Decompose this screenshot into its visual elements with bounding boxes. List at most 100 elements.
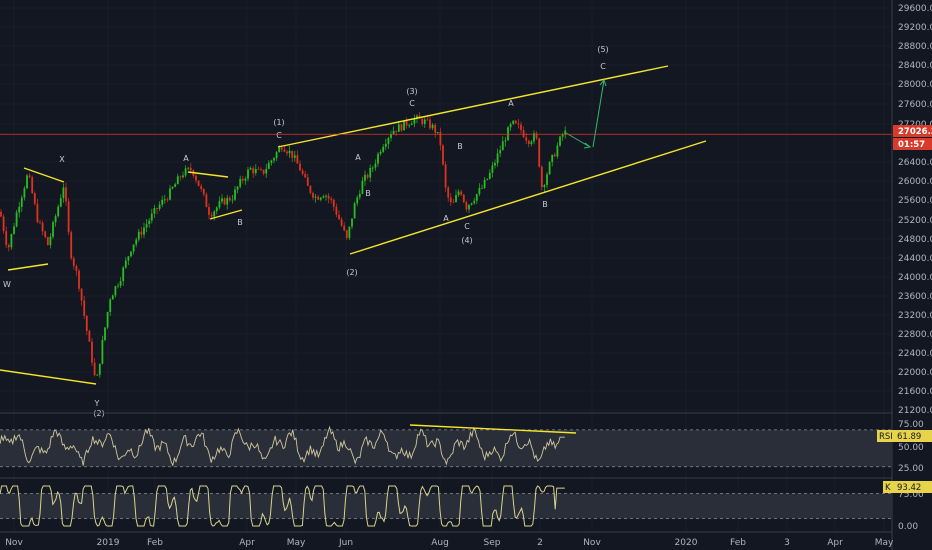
- candle-body: [488, 172, 491, 179]
- candle-body: [239, 178, 242, 187]
- candle-body: [366, 174, 369, 178]
- candle-body: [93, 362, 96, 376]
- rsi-line: [0, 425, 565, 467]
- candle-body: [434, 124, 437, 133]
- candle-body: [137, 231, 140, 240]
- candle-body: [431, 124, 434, 129]
- candle-body: [20, 197, 23, 207]
- candle-body: [215, 207, 218, 212]
- rsi-levels: [0, 429, 892, 468]
- time-tick-label: Jun: [338, 538, 353, 548]
- candle-body: [429, 119, 431, 129]
- candle-body: [169, 188, 171, 200]
- rsi-value: 61.89: [897, 432, 921, 442]
- rsi-divergence-line[interactable]: [409, 424, 577, 434]
- candle-body: [364, 174, 366, 181]
- candle-body: [486, 178, 489, 180]
- candle-body: [332, 199, 335, 207]
- candle-body: [182, 175, 184, 178]
- indicator-tick-label: 75.00: [898, 490, 924, 500]
- candle-body: [416, 115, 418, 119]
- candle-body: [559, 136, 561, 146]
- candle-body: [280, 147, 283, 150]
- w-top-line[interactable]: [23, 167, 65, 183]
- price-tick-label: 26400.0: [898, 158, 932, 168]
- candle-body: [130, 251, 132, 257]
- wave-label: W: [3, 280, 11, 289]
- candle-body: [65, 187, 67, 202]
- projection-up-arrow[interactable]: [592, 79, 605, 148]
- candle-body: [452, 201, 455, 203]
- candle-body: [551, 154, 554, 163]
- time-tick-label: 2020: [675, 538, 698, 548]
- price-axis[interactable]: 29600.0 29200.0 28800.0 28400.0 28000.0 27600…: [898, 4, 932, 532]
- countdown-badge: 01:57: [893, 138, 932, 150]
- candle-body: [561, 134, 564, 137]
- candle-body: [291, 150, 294, 158]
- candle-body: [122, 267, 125, 282]
- indicator-tick-label: 50.00: [898, 443, 924, 453]
- candle-body: [85, 315, 88, 331]
- candle-body: [288, 150, 291, 154]
- candle-body: [241, 178, 244, 181]
- last-price-badge: 27026.3: [893, 125, 932, 137]
- wave-label: A: [183, 154, 189, 163]
- candle-body: [465, 202, 468, 210]
- time-tick-label: 2: [537, 538, 543, 548]
- candle-body: [275, 152, 278, 159]
- stoch-pane[interactable]: [0, 485, 892, 527]
- candle-body: [247, 169, 249, 179]
- indicator-tick-label: 0.00: [898, 522, 918, 532]
- candle-body: [501, 141, 504, 151]
- rsi-pane[interactable]: [0, 424, 892, 468]
- candle-body: [2, 216, 5, 232]
- wave-label: A: [508, 99, 514, 108]
- candle-body: [148, 220, 151, 225]
- stoch-value: 93.42: [897, 483, 921, 493]
- candle-body: [7, 244, 10, 248]
- trendlines[interactable]: [0, 65, 707, 385]
- candle-body: [512, 120, 515, 124]
- wave-label: A: [443, 214, 449, 223]
- time-tick-label: Nov: [5, 538, 23, 548]
- candle-body: [317, 196, 320, 200]
- channel-upper-line[interactable]: [277, 65, 669, 148]
- ab-bottom-line[interactable]: [209, 209, 243, 220]
- indicator-tick-label: 25.00: [898, 464, 924, 474]
- candle-body: [314, 196, 317, 198]
- wave-label: C: [276, 131, 282, 140]
- candle-body: [23, 188, 26, 198]
- candle-body: [564, 130, 567, 135]
- price-tick-label: 27600.0: [898, 100, 932, 110]
- lower-wedge-line[interactable]: [0, 369, 97, 385]
- projection-down-arrow[interactable]: [565, 132, 591, 148]
- ab-top-line[interactable]: [187, 171, 229, 178]
- candle-body: [286, 151, 288, 154]
- candle-body: [200, 186, 203, 190]
- candle-body: [540, 166, 543, 188]
- candle-body: [36, 203, 39, 223]
- rsi-band: [0, 429, 892, 467]
- candle-body: [106, 311, 109, 328]
- candle-body: [283, 149, 286, 152]
- arrowhead: [599, 78, 607, 87]
- candle-body: [156, 208, 158, 209]
- candle-body: [496, 153, 499, 163]
- candle-body: [499, 150, 502, 154]
- candle-body: [267, 162, 270, 169]
- time-axis[interactable]: Nov 2019 Feb Apr May Jun Aug Sep 2 Nov 2020 Feb 3 Apr…: [5, 538, 894, 548]
- candle-body: [135, 239, 138, 245]
- w-base-line[interactable]: [7, 263, 49, 271]
- candle-body: [236, 186, 239, 190]
- wave-label: B: [365, 189, 371, 198]
- candle-body: [278, 147, 281, 153]
- price-tick-label: 24000.0: [898, 273, 932, 283]
- candle-body: [41, 222, 44, 232]
- price-tick-label: 28400.0: [898, 61, 932, 71]
- candle-body: [449, 197, 452, 202]
- channel-lower-line[interactable]: [349, 140, 707, 255]
- wave-label: (2): [346, 268, 357, 277]
- candle-body: [262, 169, 265, 174]
